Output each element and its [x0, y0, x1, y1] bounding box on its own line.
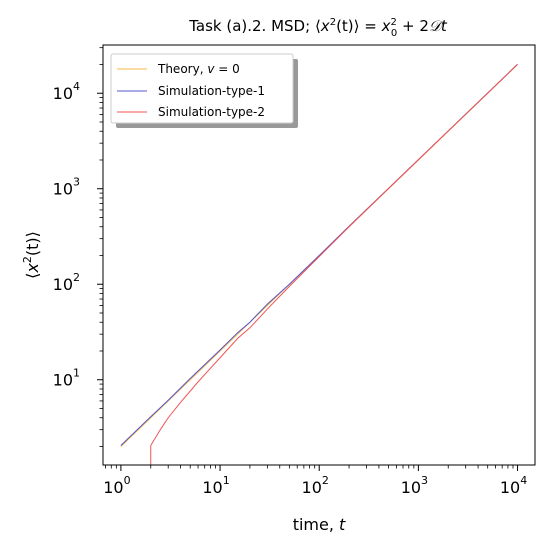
- legend-label-simulation-type-2: Simulation-type-2: [158, 105, 265, 119]
- x-axis-label: time, t: [293, 515, 346, 534]
- y-axis-label: ⟨x2(t)⟩: [21, 231, 42, 279]
- legend-label-simulation-type-1: Simulation-type-1: [158, 84, 265, 98]
- y-tick-label: 101: [53, 367, 80, 390]
- series-group: [120, 63, 518, 465]
- x-tick-label: 104: [500, 474, 527, 497]
- y-tick-label: 102: [53, 271, 80, 294]
- y-axis-ticks: 101 102 103 104: [53, 47, 103, 447]
- legend-box: [110, 53, 294, 124]
- x-tick-label: 103: [401, 474, 428, 497]
- x-axis-ticks: 100 101 102 103 104: [103, 465, 527, 497]
- chart-title: Task (a).2. MSD; ⟨x2(t)⟩ = x2 0 + 2𝒟t: [188, 17, 448, 39]
- x-tick-label: 101: [202, 474, 229, 497]
- y-tick-label: 104: [53, 80, 80, 103]
- x-tick-label: 102: [302, 474, 329, 497]
- series-line-simulation-type-2: [150, 63, 518, 465]
- legend: Theory, v = 0 Simulation-type-1 Simulati…: [110, 53, 298, 128]
- y-tick-label: 103: [53, 176, 80, 199]
- legend-label-theory: Theory, v = 0: [157, 62, 240, 76]
- x-tick-label: 100: [103, 474, 130, 497]
